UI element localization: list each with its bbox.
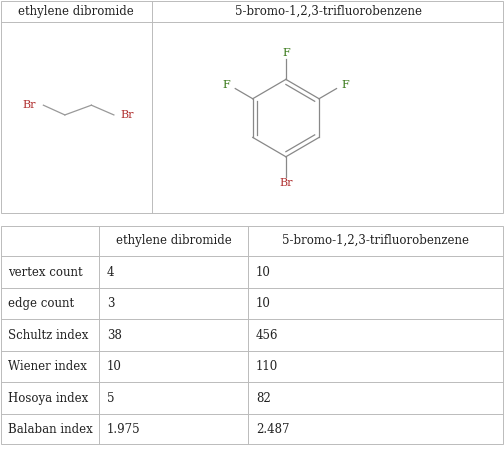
Text: F: F xyxy=(222,81,230,90)
Text: 1.975: 1.975 xyxy=(107,423,141,436)
Text: 5: 5 xyxy=(107,392,114,405)
Text: Hosoya index: Hosoya index xyxy=(8,392,88,405)
Text: 110: 110 xyxy=(256,360,278,373)
Text: 10: 10 xyxy=(107,360,122,373)
Text: 5-bromo-1,2,3-trifluorobenzene: 5-bromo-1,2,3-trifluorobenzene xyxy=(282,234,470,247)
Text: 82: 82 xyxy=(256,392,271,405)
Text: Br: Br xyxy=(23,100,36,110)
Text: vertex count: vertex count xyxy=(8,266,83,279)
Text: F: F xyxy=(282,48,290,58)
Text: 4: 4 xyxy=(107,266,114,279)
Text: 38: 38 xyxy=(107,328,122,342)
Text: 10: 10 xyxy=(256,266,271,279)
Text: Wiener index: Wiener index xyxy=(8,360,87,373)
Text: 3: 3 xyxy=(107,297,114,310)
Text: Schultz index: Schultz index xyxy=(8,328,88,342)
Text: F: F xyxy=(342,81,349,90)
Text: ethylene dibromide: ethylene dibromide xyxy=(115,234,231,247)
Text: ethylene dibromide: ethylene dibromide xyxy=(18,4,134,18)
Text: 456: 456 xyxy=(256,328,279,342)
Text: 10: 10 xyxy=(256,297,271,310)
Text: Br: Br xyxy=(120,110,134,120)
Text: Br: Br xyxy=(279,178,293,188)
Text: 5-bromo-1,2,3-trifluorobenzene: 5-bromo-1,2,3-trifluorobenzene xyxy=(234,4,422,18)
Text: edge count: edge count xyxy=(8,297,74,310)
Text: 2.487: 2.487 xyxy=(256,423,289,436)
Text: Balaban index: Balaban index xyxy=(8,423,93,436)
